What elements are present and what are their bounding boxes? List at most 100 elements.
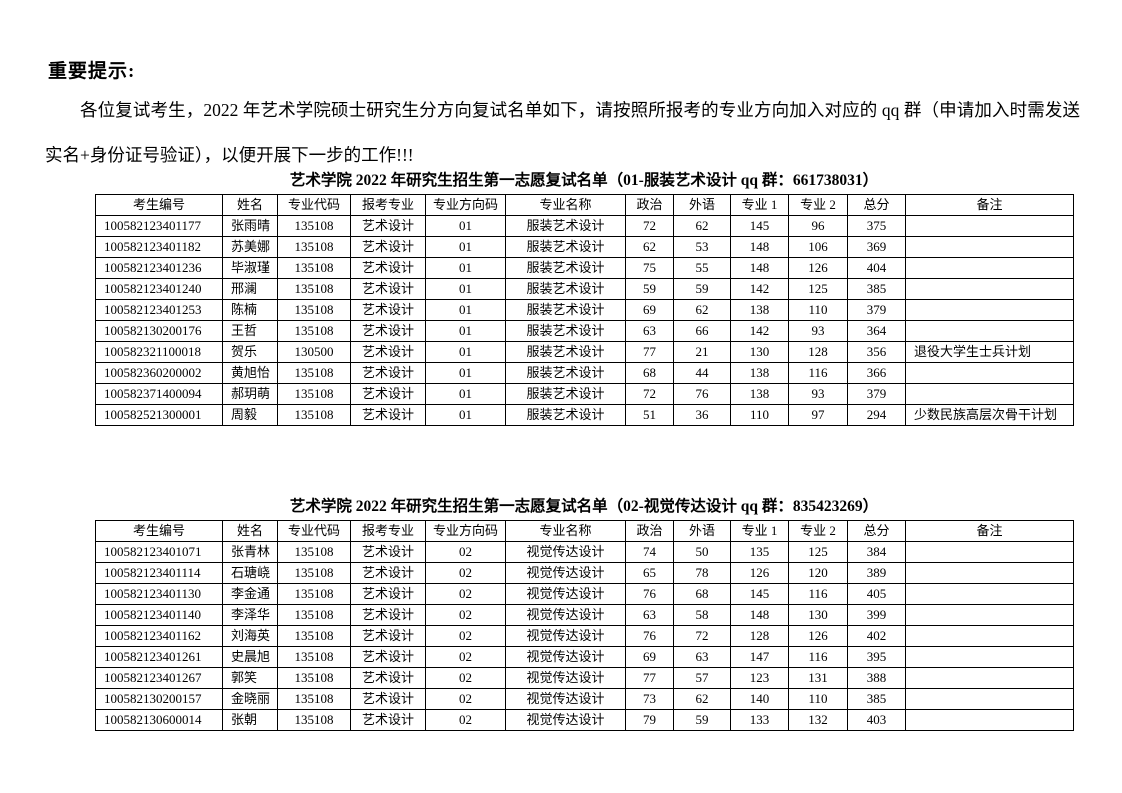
table-cell: 01 — [425, 257, 506, 279]
table-cell: 视觉传达设计 — [505, 604, 626, 626]
table-row: 100582123401162 刘海英 135108 艺术设计 02 视觉传达设计 76 72… — [95, 625, 1074, 647]
table-cell: 53 — [673, 236, 731, 258]
table-cell: 76 — [625, 625, 674, 647]
table-cell: 135108 — [277, 667, 351, 689]
column-header: 考生编号 — [95, 520, 223, 542]
table-row: 100582123401236 毕淑瑾 135108 艺术设计 01 服装艺术设计 75 55… — [95, 257, 1074, 279]
table-cell — [905, 362, 1074, 384]
table-cell: 128 — [730, 625, 789, 647]
table-cell: 100582123401182 — [95, 236, 223, 258]
table-row: 100582321100018 贺乐 130500 艺术设计 01 服装艺术设计 77 21 1… — [95, 341, 1074, 363]
admission-list-table-02: 考生编号 姓名 专业代码 报考专业 专业方向码 专业名称 政治 外语 专业 1 专业 2 总分 备注 1… — [95, 520, 1074, 731]
table-cell: 100582123401236 — [95, 257, 223, 279]
table-cell: 66 — [673, 320, 731, 342]
table-cell: 97 — [788, 404, 848, 426]
table-cell: 视觉传达设计 — [505, 667, 626, 689]
table-row: 100582130200157 金晓丽 135108 艺术设计 02 视觉传达设计 73 62… — [95, 688, 1074, 710]
table-cell: 100582371400094 — [95, 383, 223, 405]
table-cell: 02 — [425, 604, 506, 626]
table-cell — [905, 215, 1074, 237]
table-cell: 01 — [425, 278, 506, 300]
table-cell: 399 — [847, 604, 906, 626]
table-section-visual-communication: 艺术学院 2022 年研究生招生第一志愿复试名单（02-视觉传达设计 qq 群：… — [95, 494, 1074, 731]
table-cell: 黄旭怡 — [222, 362, 278, 384]
column-header: 专业方向码 — [425, 194, 506, 216]
table-cell: 135108 — [277, 362, 351, 384]
table-cell: 金晓丽 — [222, 688, 278, 710]
column-header: 政治 — [625, 520, 674, 542]
table-cell: 125 — [788, 541, 848, 563]
table-cell: 02 — [425, 709, 506, 731]
table-cell: 395 — [847, 646, 906, 668]
table-cell: 68 — [625, 362, 674, 384]
table-cell: 142 — [730, 320, 789, 342]
table-cell: 79 — [625, 709, 674, 731]
column-header: 专业方向码 — [425, 520, 506, 542]
table-cell: 126 — [788, 625, 848, 647]
table-cell: 110 — [788, 299, 848, 321]
table-cell: 张朝 — [222, 709, 278, 731]
table-cell: 退役大学生士兵计划 — [905, 341, 1074, 363]
table-cell — [905, 562, 1074, 584]
important-notice-heading: 重要提示: — [48, 61, 136, 82]
table-cell: 93 — [788, 320, 848, 342]
table-cell: 王哲 — [222, 320, 278, 342]
table-cell: 62 — [673, 299, 731, 321]
table-cell: 138 — [730, 362, 789, 384]
table-cell: 服装艺术设计 — [505, 257, 626, 279]
table-row: 100582123401253 陈楠 135108 艺术设计 01 服装艺术设计 69 62 1… — [95, 299, 1074, 321]
table-cell: 58 — [673, 604, 731, 626]
column-header: 报考专业 — [350, 194, 426, 216]
table-cell: 135108 — [277, 604, 351, 626]
table-cell: 145 — [730, 583, 789, 605]
table-cell: 384 — [847, 541, 906, 563]
table-cell: 01 — [425, 362, 506, 384]
table-row: 100582123401182 苏美娜 135108 艺术设计 01 服装艺术设计 62 53… — [95, 236, 1074, 258]
table-header-row: 考生编号 姓名 专业代码 报考专业 专业方向码 专业名称 政治 外语 专业 1 专业 2 总分 备注 — [95, 520, 1074, 542]
table-cell — [905, 625, 1074, 647]
table-cell: 364 — [847, 320, 906, 342]
table-row: 100582123401177 张雨晴 135108 艺术设计 01 服装艺术设计 72 62… — [95, 215, 1074, 237]
table-row: 100582130600014 张朝 135108 艺术设计 02 视觉传达设计 79 59 1… — [95, 709, 1074, 731]
table-cell: 375 — [847, 215, 906, 237]
table-cell: 128 — [788, 341, 848, 363]
table-cell: 138 — [730, 383, 789, 405]
table-cell: 76 — [673, 383, 731, 405]
table-cell: 100582123401253 — [95, 299, 223, 321]
table-row: 100582123401071 张青林 135108 艺术设计 02 视觉传达设计 74 50… — [95, 541, 1074, 563]
table-cell: 100582123401114 — [95, 562, 223, 584]
table-cell: 100582123401177 — [95, 215, 223, 237]
table-cell: 120 — [788, 562, 848, 584]
table-cell — [905, 583, 1074, 605]
table-cell: 142 — [730, 278, 789, 300]
table-cell: 郭笑 — [222, 667, 278, 689]
table-cell: 77 — [625, 341, 674, 363]
table-cell: 404 — [847, 257, 906, 279]
table-cell: 01 — [425, 341, 506, 363]
table-cell: 邢澜 — [222, 278, 278, 300]
table-cell: 视觉传达设计 — [505, 709, 626, 731]
table-cell: 36 — [673, 404, 731, 426]
table-cell: 张青林 — [222, 541, 278, 563]
table-cell: 135108 — [277, 688, 351, 710]
table-cell: 02 — [425, 562, 506, 584]
table-row: 100582371400094 郝玥萌 135108 艺术设计 01 服装艺术设计 72 76… — [95, 383, 1074, 405]
column-header: 姓名 — [222, 520, 278, 542]
table-row: 100582360200002 黄旭怡 135108 艺术设计 01 服装艺术设计 68 44… — [95, 362, 1074, 384]
table-cell: 视觉传达设计 — [505, 583, 626, 605]
table-cell: 63 — [625, 320, 674, 342]
table-cell: 63 — [673, 646, 731, 668]
table-cell: 369 — [847, 236, 906, 258]
table-row: 100582123401240 邢澜 135108 艺术设计 01 服装艺术设计 59 59 1… — [95, 278, 1074, 300]
table-cell: 100582123401240 — [95, 278, 223, 300]
table-cell: 110 — [730, 404, 789, 426]
table-cell: 服装艺术设计 — [505, 215, 626, 237]
table-cell: 02 — [425, 625, 506, 647]
table-row: 100582521300001 周毅 135108 艺术设计 01 服装艺术设计 51 36 1… — [95, 404, 1074, 426]
table-cell: 视觉传达设计 — [505, 625, 626, 647]
table-cell: 100582123401261 — [95, 646, 223, 668]
table-cell: 服装艺术设计 — [505, 278, 626, 300]
table-cell — [905, 257, 1074, 279]
table-cell: 02 — [425, 646, 506, 668]
table-cell: 02 — [425, 688, 506, 710]
